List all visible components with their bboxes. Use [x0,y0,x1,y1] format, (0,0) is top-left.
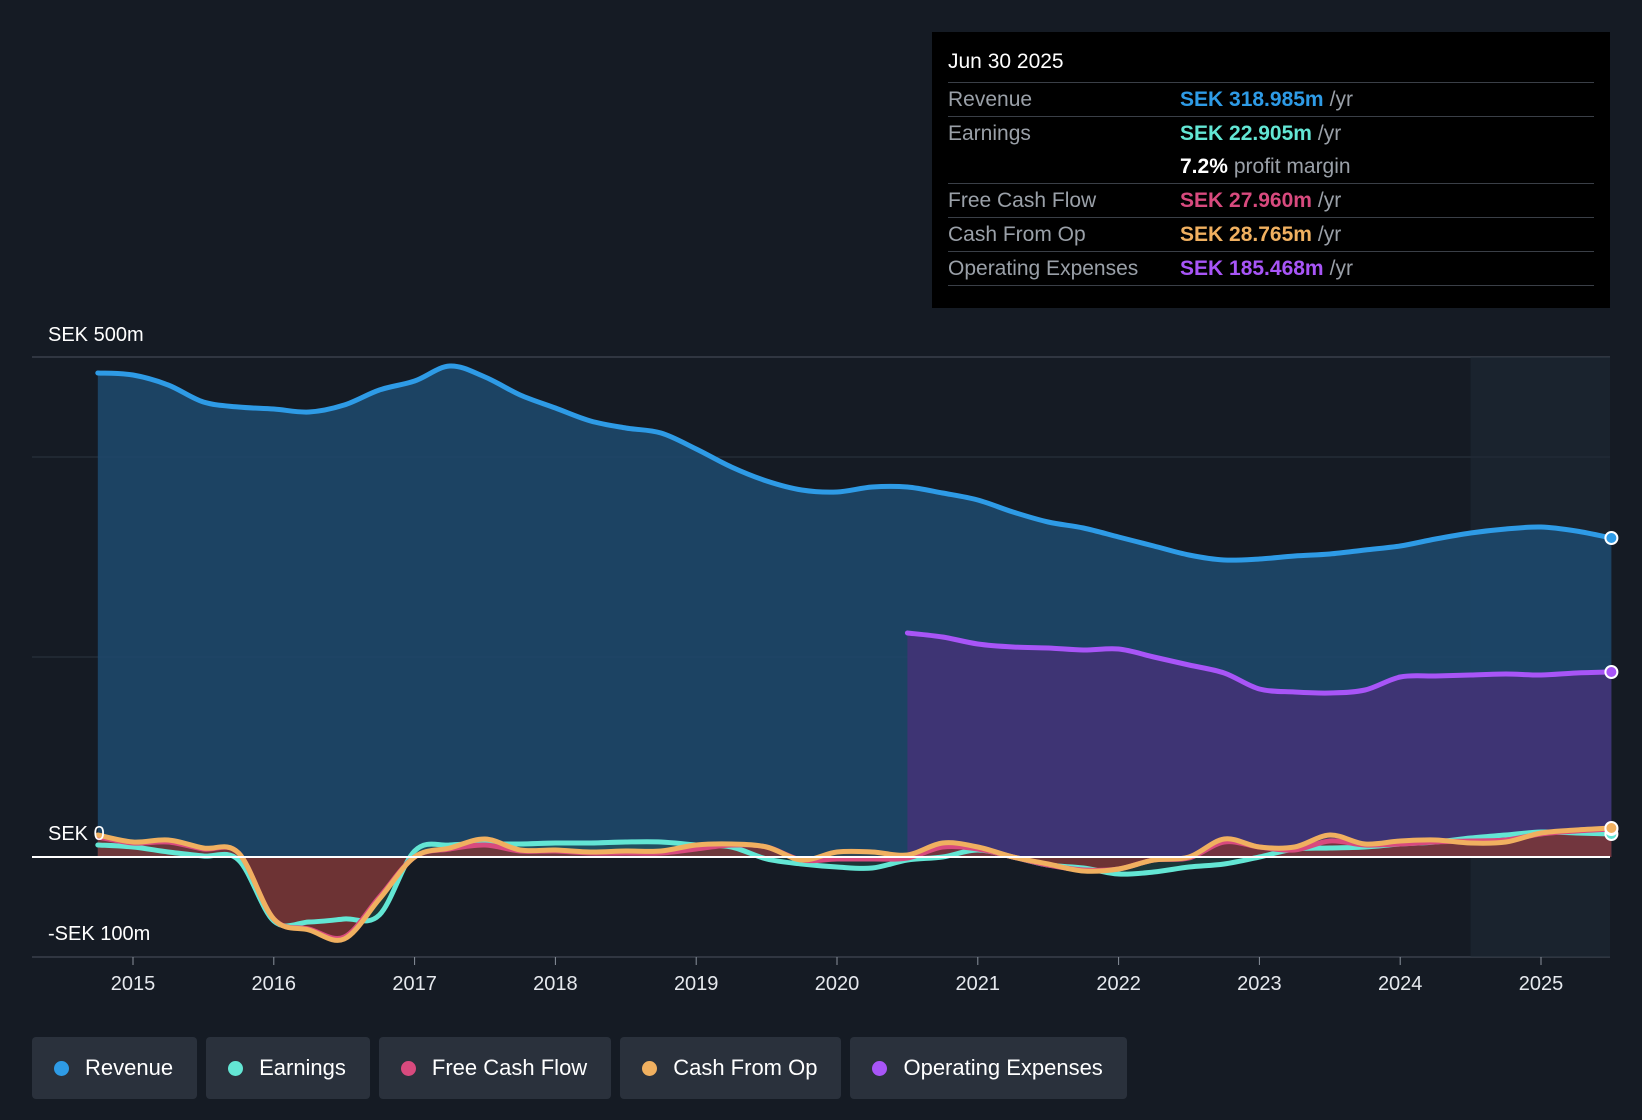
legend-item-operating-expenses[interactable]: Operating Expenses [850,1037,1127,1099]
tooltip-margin-value: 7.2% [1180,155,1228,178]
tooltip-value: SEK 28.765m [1180,223,1312,246]
legend-item-cash-from-op[interactable]: Cash From Op [620,1037,842,1099]
tooltip-value: SEK 22.905m [1180,122,1312,145]
x-tick-label: 2020 [815,973,860,995]
tooltip-row-fcf: Free Cash Flow SEK 27.960m /yr [948,184,1594,218]
x-axis: 2015 2016 2017 2018 2019 2020 2021 2022 2023 2024… [111,957,1564,995]
legend-item-free-cash-flow[interactable]: Free Cash Flow [378,1037,612,1099]
operating-expenses-endpoint [1604,665,1619,679]
x-tick-label: 2016 [252,973,297,995]
y-label-zero: SEK 0 [48,823,105,845]
tooltip-value: SEK 185.468m [1180,257,1324,280]
tooltip-label: Earnings [948,122,1031,145]
earnings-dot-icon [228,1060,244,1076]
tooltip-panel: Jun 30 2025 Revenue SEK 318.985m /yr Ear… [932,32,1610,308]
x-tick-label: 2019 [674,973,719,995]
tooltip-row-margin: 7.2% profit margin [948,150,1594,184]
cash-from-op-line [95,825,1614,943]
tooltip-row-revenue: Revenue SEK 318.985m /yr [948,83,1594,117]
earnings-line [95,829,1614,929]
tooltip-row-cfo: Cash From Op SEK 28.765m /yr [948,218,1594,252]
tooltip-row-opex: Operating Expenses SEK 185.468m /yr [948,252,1594,286]
tooltip-label: Operating Expenses [948,257,1139,280]
operating-expenses-line [904,630,1614,696]
revenue-line [95,363,1614,563]
x-tick-label: 2021 [956,973,1001,995]
cash-from-op-endpoint [1604,821,1619,835]
tooltip-row-earnings: Earnings SEK 22.905m /yr [948,117,1594,150]
tooltip-label: Revenue [948,88,1033,111]
legend-label: Free Cash Flow [431,1055,588,1080]
legend-label: Cash From Op [673,1055,818,1080]
tooltip-label: Free Cash Flow [948,189,1097,212]
x-tick-label: 2017 [392,973,437,995]
x-tick-label: 2018 [533,973,578,995]
tooltip-unit: /yr [1317,122,1342,145]
revenue-dot-icon [54,1060,69,1076]
revenue-endpoint [1604,531,1619,545]
tooltip-unit: /yr [1317,223,1342,246]
tooltip-unit: /yr [1317,189,1342,212]
x-tick-label: 2023 [1237,973,1282,995]
legend-label: Operating Expenses [903,1055,1103,1080]
legend-label: Earnings [259,1055,346,1080]
legend-label: Revenue [85,1055,174,1080]
y-label-top: SEK 500m [48,324,144,346]
free-cash-flow-dot-icon [400,1060,416,1076]
tooltip-value: SEK 27.960m [1180,189,1312,212]
x-tick-label: 2022 [1096,973,1141,995]
legend-item-earnings[interactable]: Earnings [206,1037,370,1099]
cash-from-op-dot-icon [642,1060,658,1076]
legend: Revenue Earnings Free Cash Flow Cash Fro… [32,1037,1127,1099]
x-tick-label: 2015 [111,973,156,995]
x-tick-label: 2024 [1378,973,1423,995]
tooltip-date: Jun 30 2025 [948,46,1594,83]
operating-expenses-dot-icon [872,1060,888,1076]
y-label-bottom: -SEK 100m [48,923,150,945]
operating-expenses-area [907,633,1612,857]
series-endpoints [1604,531,1619,841]
x-tick-label: 2025 [1519,973,1564,995]
series-lines [32,363,1614,943]
tooltip-margin-label: profit margin [1233,155,1351,178]
tooltip-value: SEK 318.985m [1180,88,1324,111]
legend-item-revenue[interactable]: Revenue [32,1037,198,1099]
tooltip-unit: /yr [1329,257,1353,280]
tooltip-label: Cash From Op [948,223,1086,246]
tooltip-unit: /yr [1329,88,1353,111]
